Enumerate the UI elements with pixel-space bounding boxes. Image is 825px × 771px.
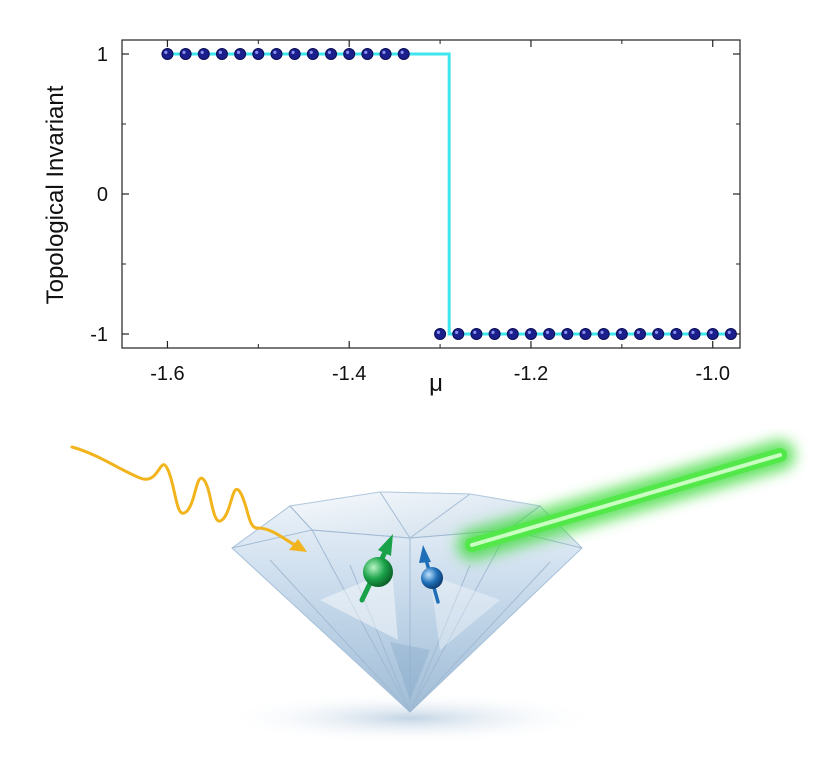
data-point xyxy=(325,48,338,60)
data-point xyxy=(724,328,737,340)
data-point-highlight xyxy=(709,330,713,334)
data-point-highlight xyxy=(164,50,168,55)
data-point-highlight xyxy=(218,50,222,55)
data-point xyxy=(543,328,556,340)
data-point-highlight xyxy=(236,50,241,55)
data-point xyxy=(670,328,683,340)
microwave-photon-icon xyxy=(70,445,307,552)
data-point xyxy=(506,328,519,340)
data-point-highlight xyxy=(600,330,604,334)
data-point xyxy=(488,328,501,340)
data-point xyxy=(179,48,192,60)
data-point xyxy=(197,48,210,60)
data-point-highlight xyxy=(473,330,477,334)
data-point xyxy=(452,328,465,340)
data-point xyxy=(397,48,410,60)
x-tick-label: -1.0 xyxy=(696,363,730,385)
data-point-highlight xyxy=(200,50,204,55)
data-point xyxy=(270,48,283,60)
data-point-highlight xyxy=(509,330,513,334)
data-point-highlight xyxy=(309,50,313,55)
plot-frame xyxy=(121,39,741,349)
invariant-step-line xyxy=(167,52,731,336)
data-point-highlight xyxy=(436,330,441,334)
y-tick-label: 1 xyxy=(97,44,108,66)
data-point-highlight xyxy=(327,50,332,55)
data-point-highlight xyxy=(618,330,622,334)
data-point-highlight xyxy=(400,50,404,55)
data-point xyxy=(688,328,701,340)
data-point-highlight xyxy=(545,330,550,334)
data-point-highlight xyxy=(346,50,350,55)
data-point-highlight xyxy=(673,330,677,334)
data-point-highlight xyxy=(291,50,295,55)
data-point-highlight xyxy=(273,50,277,55)
data-point xyxy=(252,48,265,60)
data-point xyxy=(379,48,392,60)
data-point xyxy=(234,48,247,60)
data-point-highlight xyxy=(491,330,495,334)
data-point-highlight xyxy=(255,50,259,55)
data-point xyxy=(434,328,447,340)
data-point-highlight xyxy=(691,330,695,334)
y-tick-label: 0 xyxy=(97,184,108,206)
x-tick-label: -1.6 xyxy=(150,363,184,385)
data-point xyxy=(634,328,647,340)
data-point xyxy=(652,328,665,340)
data-point xyxy=(597,328,610,340)
data-point xyxy=(524,328,537,340)
data-point xyxy=(706,328,719,340)
chart-data-layer xyxy=(161,48,737,340)
green-laser-beam-icon xyxy=(457,440,795,560)
data-point xyxy=(470,328,483,340)
data-point xyxy=(561,328,574,340)
data-point-highlight xyxy=(382,50,386,55)
diamond-nv-illustration xyxy=(70,440,795,744)
data-point xyxy=(579,328,592,340)
diamond-shadow xyxy=(220,692,600,744)
topological-invariant-chart: -1.6 -1.4 -1.2 -1.0 1 0 -1 μ Topological Invar… xyxy=(42,39,741,397)
y-axis-label: Topological Invariant xyxy=(42,85,69,304)
data-point xyxy=(343,48,356,60)
blue-spin-icon xyxy=(419,545,443,604)
data-point-highlight xyxy=(364,50,368,55)
data-point-highlight xyxy=(636,330,641,334)
data-point-highlight xyxy=(727,330,731,334)
x-tick-label: -1.4 xyxy=(332,363,366,385)
data-point xyxy=(306,48,319,60)
data-point-highlight xyxy=(182,50,186,55)
data-point xyxy=(161,48,174,60)
data-point-highlight xyxy=(527,330,531,334)
data-point-highlight xyxy=(564,330,568,334)
y-tick-label: -1 xyxy=(90,324,108,346)
data-point-highlight xyxy=(582,330,586,334)
data-point-highlight xyxy=(655,330,659,334)
data-point-highlight xyxy=(455,330,459,334)
x-tick-label: -1.2 xyxy=(514,363,548,385)
data-point xyxy=(215,48,228,60)
data-point xyxy=(288,48,301,60)
axis-ticks: -1.6 -1.4 -1.2 -1.0 1 0 -1 xyxy=(90,40,740,385)
data-point xyxy=(615,328,628,340)
data-point xyxy=(361,48,374,60)
green-spin-icon xyxy=(359,534,393,603)
x-axis-label: μ xyxy=(429,370,443,397)
